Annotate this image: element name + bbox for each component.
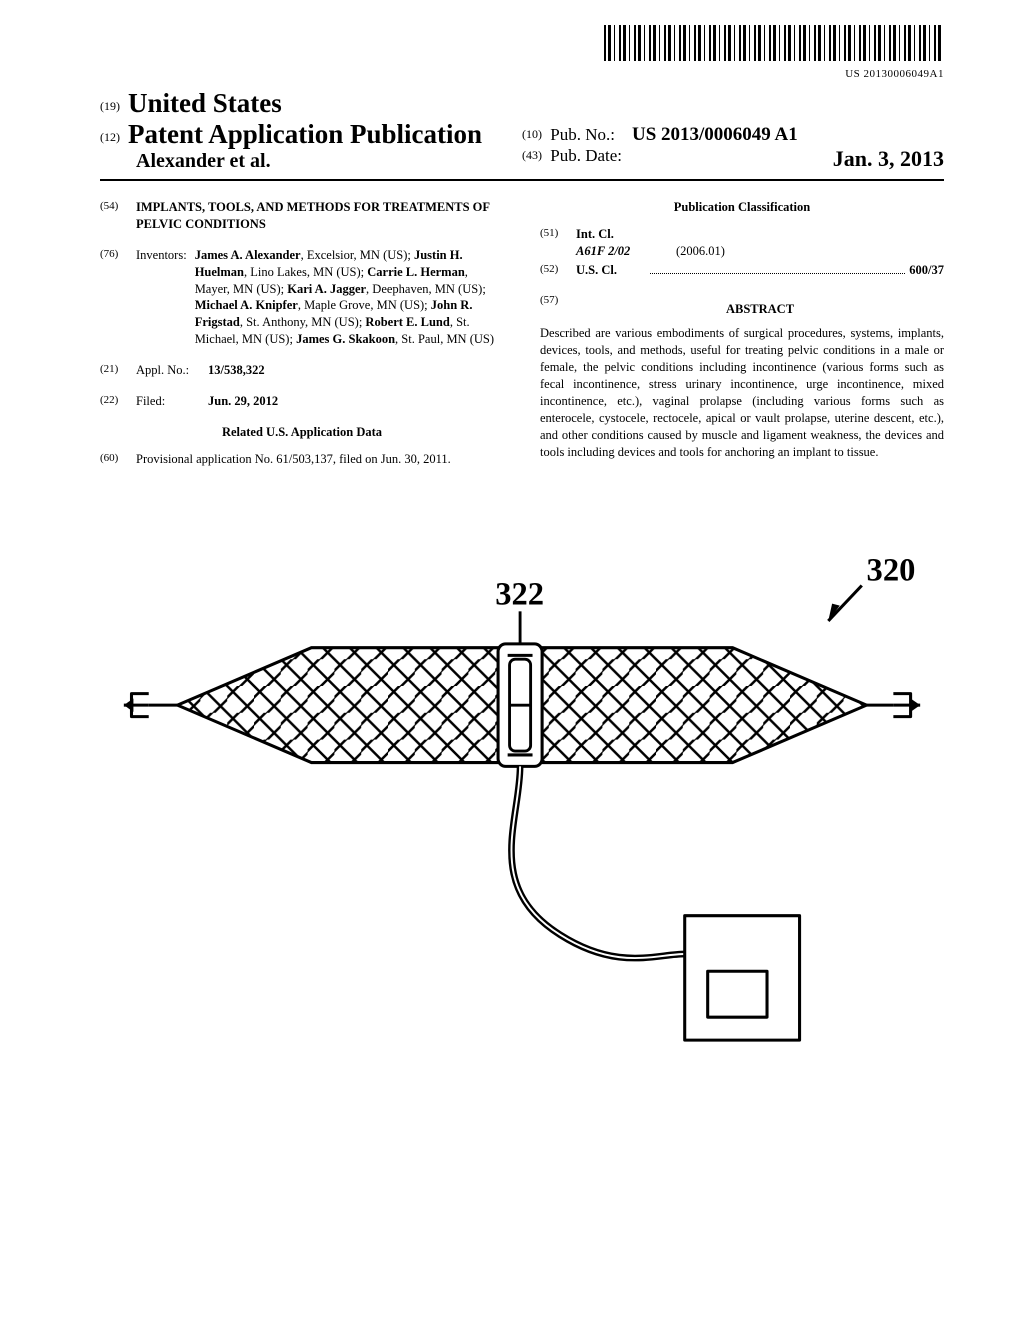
code-43: (43) [522, 148, 542, 162]
filed-label: Filed: [136, 393, 208, 410]
appl-no-label: Appl. No.: [136, 362, 208, 379]
int-cl-section: (51) Int. Cl. A61F 2/02 (2006.01) [540, 226, 944, 260]
inventors-section: (76) Inventors: James A. Alexander, Exce… [100, 247, 504, 348]
barcode-graphic [604, 25, 944, 61]
doc-type: Patent Application Publication [128, 119, 482, 149]
appl-no-section: (21) Appl. No.: 13/538,322 [100, 362, 504, 379]
us-cl-section: (52) U.S. Cl. 600/37 [540, 262, 944, 279]
int-cl-label: Int. Cl. [576, 226, 944, 243]
code-76: (76) [100, 247, 136, 348]
figure-svg: 320 322 [120, 552, 924, 1050]
inventors-label: Inventors: [136, 247, 187, 348]
code-60: (60) [100, 451, 136, 468]
pub-date-label: Pub. Date: [550, 146, 622, 165]
pub-no-label: Pub. No.: [550, 125, 615, 144]
barcode-text: US 20130006049A1 [100, 68, 944, 80]
abstract-text: Described are various embodiments of sur… [540, 325, 944, 460]
invention-title: IMPLANTS, TOOLS, AND METHODS FOR TREATME… [136, 199, 504, 233]
figure-label-320: 320 [867, 552, 916, 588]
int-cl-code: A61F 2/02 [576, 243, 676, 260]
filed-value: Jun. 29, 2012 [208, 393, 278, 410]
code-57: (57) [540, 293, 576, 326]
right-column: Publication Classification (51) Int. Cl.… [540, 199, 944, 482]
code-21: (21) [100, 362, 136, 379]
us-cl-label: U.S. Cl. [576, 262, 646, 279]
abstract-header: ABSTRACT [576, 301, 944, 318]
classification-header: Publication Classification [540, 199, 944, 216]
pub-no: US 2013/0006049 A1 [632, 124, 798, 145]
related-text: Provisional application No. 61/503,137, … [136, 451, 504, 468]
document-header: (19) United States (12) Patent Applicati… [100, 88, 944, 181]
us-cl-value: 600/37 [909, 262, 944, 279]
code-12: (12) [100, 130, 120, 144]
author-line: Alexander et al. [136, 150, 522, 173]
pub-date: Jan. 3, 2013 [833, 146, 944, 172]
filed-section: (22) Filed: Jun. 29, 2012 [100, 393, 504, 410]
left-column: (54) IMPLANTS, TOOLS, AND METHODS FOR TR… [100, 199, 504, 482]
code-22: (22) [100, 393, 136, 410]
dots-leader [650, 273, 905, 274]
code-52: (52) [540, 262, 576, 279]
inventors-list: James A. Alexander, Excelsior, MN (US); … [195, 247, 504, 348]
appl-no-value: 13/538,322 [208, 362, 265, 379]
related-header: Related U.S. Application Data [100, 424, 504, 441]
figure: 320 322 [100, 552, 944, 1055]
figure-label-322: 322 [495, 576, 544, 612]
code-19: (19) [100, 99, 120, 113]
barcode-block: US 20130006049A1 [100, 25, 944, 80]
code-51: (51) [540, 226, 576, 260]
title-section: (54) IMPLANTS, TOOLS, AND METHODS FOR TR… [100, 199, 504, 233]
country-name: United States [128, 88, 282, 118]
int-cl-edition: (2006.01) [676, 243, 725, 260]
code-10: (10) [522, 127, 542, 141]
code-54: (54) [100, 199, 136, 233]
abstract-header-row: (57) ABSTRACT [540, 293, 944, 326]
related-section: (60) Provisional application No. 61/503,… [100, 451, 504, 468]
